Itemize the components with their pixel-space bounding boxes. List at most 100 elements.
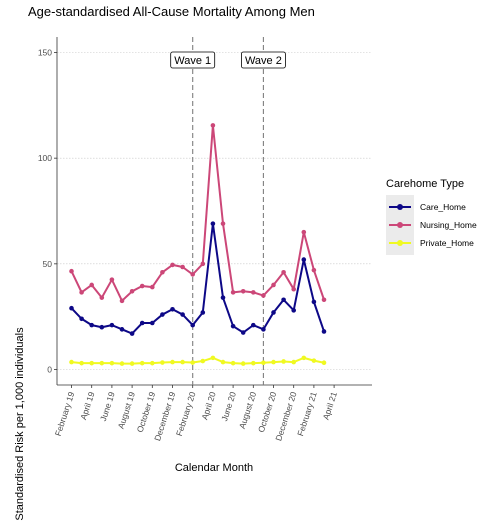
data-point-nursing-home (220, 221, 226, 226)
data-point-care-home (321, 329, 327, 334)
data-point-nursing-home (210, 123, 216, 128)
data-point-private-home (89, 360, 94, 366)
data-point-nursing-home (261, 293, 266, 298)
data-point-care-home (301, 257, 307, 262)
x-tick-label: October 19 (135, 390, 158, 433)
legend-label-care-home: Care_Home (420, 202, 466, 212)
data-point-care-home (281, 297, 286, 303)
data-point-private-home (261, 360, 266, 366)
data-point-nursing-home (109, 277, 115, 282)
wave-label-box (240, 51, 286, 69)
y-tick-label: 100 (38, 153, 52, 163)
data-point-care-home (180, 312, 185, 317)
data-point-private-home (271, 359, 276, 365)
data-point-care-home (139, 320, 145, 326)
data-point-care-home (119, 327, 125, 332)
data-point-nursing-home (190, 272, 195, 277)
data-point-private-home (119, 361, 125, 366)
data-point-nursing-home (271, 282, 276, 288)
data-point-nursing-home (180, 264, 185, 270)
legend-label-private-home: Private_Home (420, 238, 474, 248)
data-point-private-home (79, 360, 84, 366)
data-point-private-home (170, 359, 175, 365)
data-point-nursing-home (291, 286, 297, 292)
data-point-care-home (220, 295, 226, 300)
x-tick-label: February 21 (295, 390, 319, 437)
data-point-private-home (99, 360, 105, 366)
data-point-nursing-home (240, 289, 246, 294)
data-point-nursing-home (170, 262, 175, 268)
x-tick-label: June 19 (98, 390, 117, 422)
data-point-care-home (291, 308, 297, 313)
x-tick-label: August 20 (237, 390, 258, 430)
y-tick-label: 150 (38, 48, 52, 58)
data-point-care-home (99, 324, 105, 330)
data-point-care-home (240, 330, 246, 335)
data-point-nursing-home (139, 283, 145, 289)
legend-key-nursing-home (386, 216, 414, 234)
data-point-care-home (170, 306, 175, 312)
data-point-nursing-home (160, 269, 165, 275)
data-point-care-home (251, 322, 256, 328)
data-point-care-home (200, 310, 206, 315)
data-point-nursing-home (311, 267, 317, 273)
data-point-private-home (251, 360, 256, 366)
series-line-nursing-home (70, 124, 325, 302)
data-point-private-home (129, 361, 135, 366)
data-point-private-home (160, 360, 165, 365)
legend-item-care-home: Care_Home (386, 198, 476, 216)
data-point-private-home (321, 360, 327, 366)
data-point-private-home (240, 361, 246, 366)
data-point-private-home (190, 360, 195, 365)
data-point-care-home (109, 322, 115, 328)
legend-label-nursing-home: Nursing_Home (420, 220, 477, 230)
legend-key-care-home (386, 198, 414, 216)
data-point-nursing-home (79, 290, 84, 295)
y-tick-label: 50 (43, 259, 53, 269)
y-axis-label: Standardised Risk per 1,000 individuals (14, 327, 26, 521)
data-point-nursing-home (150, 284, 155, 290)
data-point-private-home (220, 359, 226, 365)
legend-title: Carehome Type (386, 178, 465, 190)
data-point-care-home (160, 312, 165, 317)
data-point-care-home (89, 322, 94, 328)
data-point-private-home (109, 360, 115, 366)
legend-key-private-home (386, 234, 414, 252)
x-tick-label: February 20 (174, 390, 198, 437)
data-point-care-home (69, 305, 74, 311)
data-point-care-home (311, 299, 317, 305)
x-axis-label: Calendar Month (174, 462, 254, 474)
series-line-care-home (70, 222, 325, 335)
data-point-care-home (190, 322, 195, 328)
data-point-care-home (150, 320, 155, 326)
x-tick-label: October 20 (256, 390, 279, 433)
data-point-nursing-home (301, 229, 307, 235)
data-point-nursing-home (251, 290, 256, 295)
data-point-nursing-home (119, 298, 125, 304)
data-point-private-home (69, 359, 74, 365)
x-tick-label: February 19 (53, 390, 77, 437)
data-point-private-home (301, 355, 307, 361)
y-tick-label: 0 (47, 365, 52, 375)
x-tick-label: August 19 (116, 390, 137, 430)
x-tick-label: April 20 (199, 390, 218, 421)
data-point-private-home (311, 358, 317, 363)
legend-item-nursing-home: Nursing_Home (386, 216, 477, 234)
legend: Carehome Type Care_Home Nursing_Home Pri… (386, 178, 477, 255)
data-point-private-home (139, 360, 145, 366)
data-point-private-home (281, 359, 286, 364)
wave-label: Wave 1 (174, 55, 211, 67)
data-point-care-home (129, 331, 135, 336)
data-point-private-home (230, 360, 236, 366)
data-point-nursing-home (89, 282, 94, 288)
x-tick-label: June 20 (219, 390, 238, 422)
data-point-care-home (261, 327, 266, 332)
legend-item-private-home: Private_Home (386, 234, 476, 252)
data-point-care-home (271, 310, 276, 315)
data-point-nursing-home (129, 289, 135, 294)
data-point-care-home (210, 221, 216, 226)
data-point-private-home (210, 355, 216, 361)
series-line-private-home (71, 356, 325, 365)
data-point-nursing-home (69, 268, 74, 274)
data-point-nursing-home (200, 261, 206, 267)
